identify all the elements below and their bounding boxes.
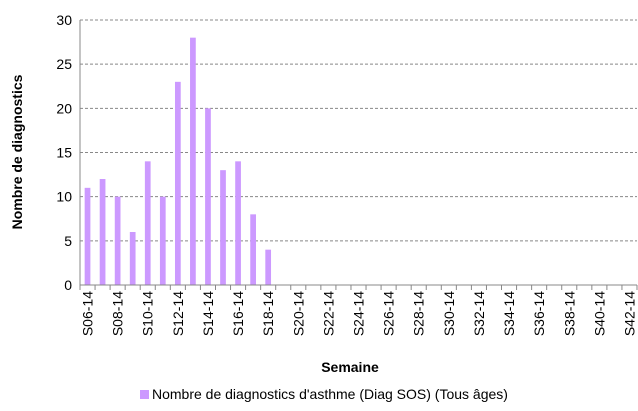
x-tick-label: S16-14 xyxy=(230,291,246,336)
y-tick-label: 15 xyxy=(56,145,72,161)
x-tick-label: S14-14 xyxy=(200,291,216,336)
x-tick-label: S30-14 xyxy=(441,291,457,336)
bar xyxy=(129,232,136,285)
x-tick-labels: S06-14 S08-14 S10-14 S12-14 S14-14 S16-14 S18-… xyxy=(80,291,638,336)
bar xyxy=(250,214,256,285)
x-tick-label: S06-14 xyxy=(80,291,96,336)
y-tick-label: 5 xyxy=(64,233,72,249)
x-tick-label: S42-14 xyxy=(621,291,637,336)
x-tick-label: S38-14 xyxy=(561,291,577,336)
y-tick-label: 25 xyxy=(56,56,72,72)
legend: Nombre de diagnostics d'asthme (Diag SOS… xyxy=(140,386,508,402)
y-tick-labels: 0 5 10 15 20 25 30 xyxy=(56,12,72,293)
gridlines xyxy=(80,19,637,242)
x-tick-label: S28-14 xyxy=(411,291,427,336)
x-tick-label: S18-14 xyxy=(260,291,276,336)
x-tick-label: S26-14 xyxy=(381,291,397,336)
bar xyxy=(190,37,196,285)
y-tick-label: 20 xyxy=(56,100,72,116)
y-tick-label: 30 xyxy=(56,12,72,28)
x-tick-label: S34-14 xyxy=(501,291,517,336)
legend-label: Nombre de diagnostics d'asthme (Diag SOS… xyxy=(152,386,508,402)
bars xyxy=(84,37,272,285)
bar xyxy=(235,161,241,285)
x-tick-label: S40-14 xyxy=(591,291,607,336)
bar xyxy=(220,170,226,285)
axes xyxy=(79,20,638,290)
y-tick-label: 0 xyxy=(64,277,72,293)
x-tick-label: S24-14 xyxy=(351,291,367,336)
bar xyxy=(205,108,211,285)
x-tick-label: S20-14 xyxy=(290,291,306,336)
bar xyxy=(174,81,181,285)
bar xyxy=(265,249,272,285)
bar xyxy=(84,187,91,285)
x-axis-title: Semaine xyxy=(321,359,379,375)
x-tick-label: S32-14 xyxy=(471,291,487,336)
legend-swatch xyxy=(140,390,149,399)
x-tick-label: S22-14 xyxy=(320,291,336,336)
y-axis-title: Nombre de diagnostics xyxy=(9,74,25,229)
y-tick-label: 10 xyxy=(56,189,72,205)
x-tick-label: S10-14 xyxy=(140,291,156,336)
bar xyxy=(144,161,151,285)
x-tick-label: S08-14 xyxy=(110,291,126,336)
x-tick-label: S36-14 xyxy=(531,291,547,336)
x-tick-label: S12-14 xyxy=(170,291,186,336)
bar xyxy=(114,196,121,285)
bar xyxy=(159,196,166,285)
bar xyxy=(99,179,106,285)
